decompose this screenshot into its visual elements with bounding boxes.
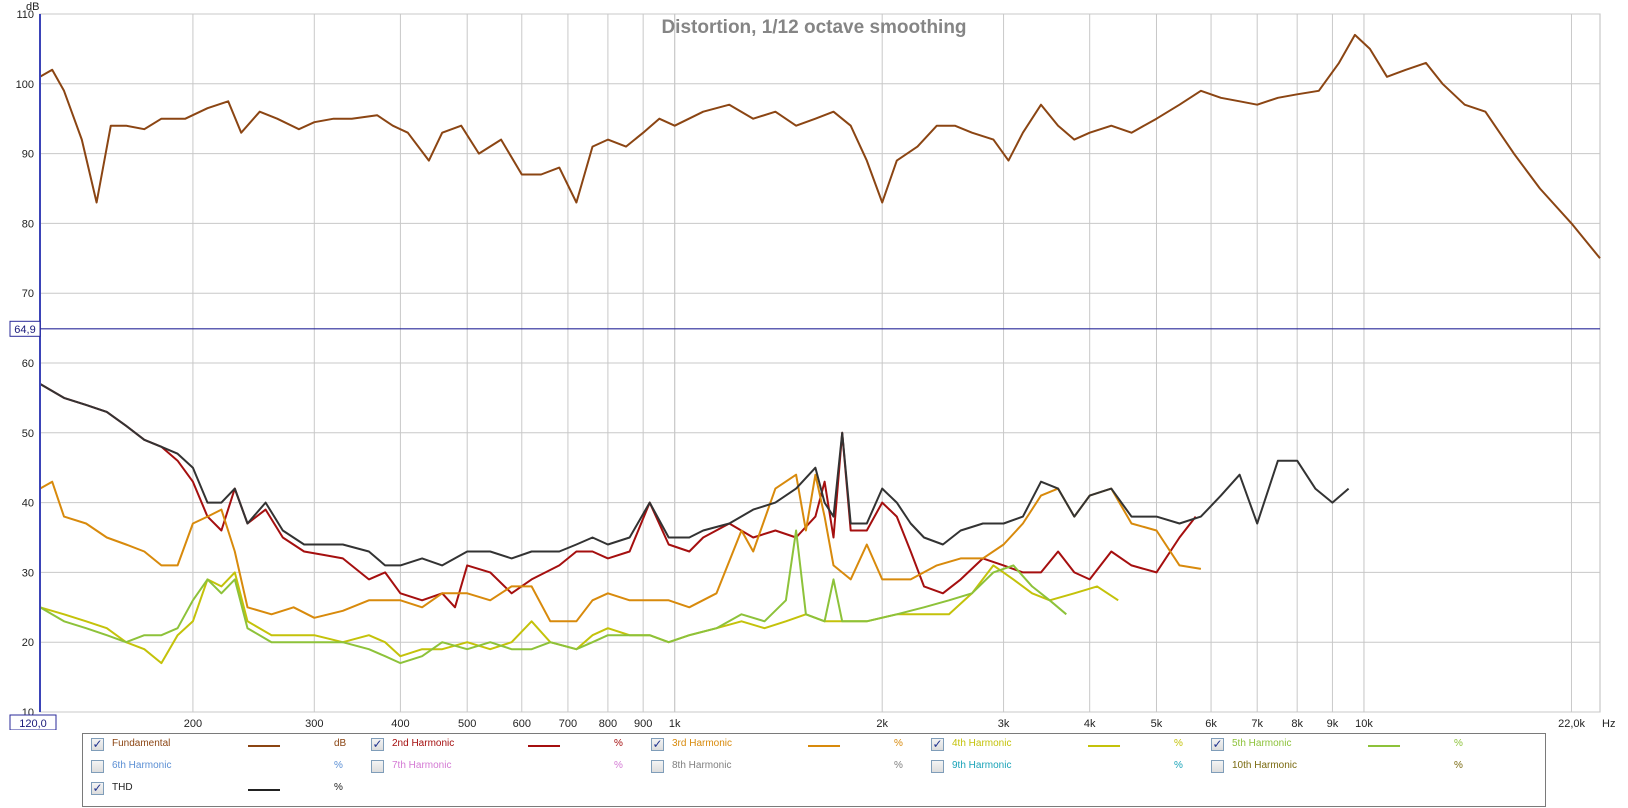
x-tick-label: 800 <box>599 718 617 730</box>
cursor-value-box[interactable]: 64,9 <box>9 320 41 337</box>
x-tick-label: 7k <box>1251 718 1263 730</box>
legend-unit: % <box>1174 738 1183 749</box>
y-tick-label: 90 <box>22 149 34 161</box>
x-end-label: 22,0k <box>1558 718 1585 730</box>
legend-unit: % <box>614 738 623 749</box>
y-tick-label: 110 <box>16 9 34 21</box>
legend-unit: % <box>894 738 903 749</box>
legend-swatch <box>1088 745 1120 747</box>
x-tick-label: 500 <box>458 718 476 730</box>
y-tick-label: 60 <box>22 358 34 370</box>
legend: ✓ Fundamental dB ✓ 2nd Harmonic% ✓ 3rd Harmoni… <box>82 733 1546 807</box>
legend-unit: % <box>334 782 343 793</box>
x-tick-label: 3k <box>998 718 1010 730</box>
y-tick-label: 70 <box>22 288 34 300</box>
legend-checkbox-3rd-harmonic[interactable]: ✓ <box>651 737 664 751</box>
legend-label: 8th Harmonic <box>672 760 732 771</box>
x-tick-label: 6k <box>1205 718 1217 730</box>
series-line-3rd-harmonic <box>39 473 1202 623</box>
legend-unit: % <box>1174 760 1183 771</box>
series-line-2nd-harmonic <box>39 383 1197 609</box>
legend-swatch <box>248 745 280 747</box>
x-tick-label: 1k <box>669 718 681 730</box>
y-tick-label: 100 <box>16 79 34 91</box>
legend-label: 6th Harmonic <box>112 760 172 771</box>
legend-unit: % <box>1454 738 1463 749</box>
legend-swatch <box>808 745 840 747</box>
x-tick-label: 600 <box>513 718 531 730</box>
x-tick-labels: 200 300 400 500 600 700 800 900 1k 2k 3k 4k 5k 6k 7k 8k… <box>184 718 1374 730</box>
y-unit-label: dB <box>26 1 39 13</box>
series-lines <box>39 33 1601 665</box>
legend-unit: % <box>334 760 343 771</box>
legend-label: 9th Harmonic <box>952 760 1012 771</box>
legend-checkbox-fundamental[interactable]: ✓ <box>91 737 104 751</box>
x-tick-label: 10k <box>1355 718 1373 730</box>
legend-checkbox-9th-harmonic[interactable] <box>931 760 944 773</box>
x-start-box[interactable]: 120,0 <box>9 714 57 730</box>
x-unit-label: Hz <box>1602 718 1615 730</box>
y-tick-label: 40 <box>22 498 34 510</box>
x-start-label: 120,0 <box>19 718 47 730</box>
series-line-thd <box>39 383 1350 567</box>
x-tick-label: 900 <box>634 718 652 730</box>
x-tick-label: 4k <box>1084 718 1096 730</box>
legend-swatch <box>1368 745 1400 747</box>
legend-label: 5th Harmonic <box>1232 738 1292 749</box>
legend-label: 2nd Harmonic <box>392 738 455 749</box>
x-tick-label: 400 <box>391 718 409 730</box>
legend-label: 3rd Harmonic <box>672 738 733 749</box>
legend-checkbox-6th-harmonic[interactable] <box>91 760 104 773</box>
series-line-5th-harmonic <box>39 529 1067 665</box>
y-tick-label: 80 <box>22 218 34 230</box>
legend-swatch <box>248 789 280 791</box>
legend-label: Fundamental <box>112 738 171 749</box>
x-tick-label: 300 <box>305 718 323 730</box>
legend-label: THD <box>112 782 133 793</box>
legend-checkbox-5th-harmonic[interactable]: ✓ <box>1211 737 1224 751</box>
legend-checkbox-thd[interactable]: ✓ <box>91 781 104 795</box>
y-tick-label: 30 <box>22 567 34 579</box>
legend-label: 4th Harmonic <box>952 738 1012 749</box>
y-tick-label: 50 <box>22 428 34 440</box>
legend-unit: dB <box>334 738 347 749</box>
legend-label: 7th Harmonic <box>392 760 452 771</box>
chart-title: Distortion, 1/12 octave smoothing <box>661 17 966 38</box>
legend-checkbox-7th-harmonic[interactable] <box>371 760 384 773</box>
legend-unit: % <box>614 760 623 771</box>
legend-swatch <box>528 745 560 747</box>
legend-checkbox-8th-harmonic[interactable] <box>651 760 664 773</box>
x-tick-label: 2k <box>876 718 888 730</box>
x-tick-label: 700 <box>559 718 577 730</box>
x-tick-label: 200 <box>184 718 202 730</box>
cursor-value-label: 64,9 <box>14 324 35 336</box>
series-line-fundamental <box>39 33 1601 259</box>
x-tick-label: 8k <box>1291 718 1303 730</box>
x-tick-label: 5k <box>1151 718 1163 730</box>
x-tick-label: 9k <box>1327 718 1339 730</box>
legend-label: 10th Harmonic <box>1232 760 1298 771</box>
y-tick-label: 20 <box>22 637 34 649</box>
legend-unit: % <box>894 760 903 771</box>
legend-checkbox-2nd-harmonic[interactable]: ✓ <box>371 737 384 751</box>
legend-unit: % <box>1454 760 1463 771</box>
legend-checkbox-4th-harmonic[interactable]: ✓ <box>931 737 944 751</box>
legend-checkbox-10th-harmonic[interactable] <box>1211 760 1224 773</box>
